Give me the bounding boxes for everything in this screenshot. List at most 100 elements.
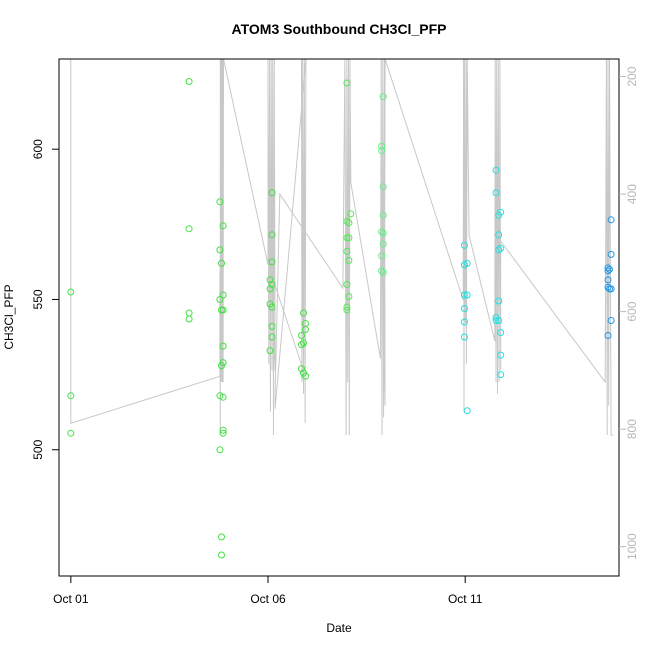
data-point [343, 217, 351, 225]
data-point [67, 429, 75, 437]
y2-tick-label: 800 [625, 419, 639, 439]
data-point [378, 252, 386, 260]
y2-tick-label: 600 [625, 301, 639, 321]
data-point [266, 285, 274, 293]
data-point [460, 318, 468, 326]
data-point [302, 326, 309, 333]
data-point [67, 288, 75, 296]
data-point [300, 339, 307, 347]
series-5 [604, 216, 615, 339]
axes: Oct 01 Oct 06 Oct 11 500 550 600 200 400 600 800 1… [31, 66, 639, 606]
data-point [219, 291, 227, 299]
data-point [378, 147, 386, 155]
data-point [604, 276, 612, 284]
data-point [378, 228, 386, 236]
data-point [343, 303, 351, 311]
data-point [218, 533, 225, 541]
data-point [345, 234, 353, 242]
series-4 [492, 166, 505, 379]
data-point [497, 329, 505, 336]
data-point [216, 296, 224, 303]
data-point [219, 393, 227, 401]
data-point [495, 231, 503, 239]
data-point [604, 267, 612, 275]
data-point [268, 258, 276, 266]
data-point [219, 429, 227, 437]
data-point [268, 303, 276, 311]
y2-tick-label: 200 [625, 66, 639, 86]
data-point [343, 280, 351, 288]
data-point [216, 446, 224, 454]
data-point [302, 372, 309, 380]
data-point [216, 198, 224, 206]
y2-tick-label: 400 [625, 184, 639, 204]
data-point [497, 351, 505, 359]
data-point [607, 250, 615, 258]
data-point [463, 259, 471, 267]
data-point [495, 246, 503, 254]
data-point [495, 317, 503, 324]
y-tick-label: 600 [31, 139, 45, 159]
data-point [378, 142, 386, 150]
data-point [378, 267, 386, 275]
data-point [379, 93, 387, 101]
data-point [460, 333, 468, 341]
data-point [463, 407, 471, 415]
data-point [604, 332, 612, 339]
data-point [497, 371, 505, 379]
data-point [219, 222, 227, 230]
x-tick-label: Oct 01 [53, 592, 89, 606]
altitude-overlay-line [70, 59, 614, 436]
data-point [343, 306, 351, 314]
data-point [497, 244, 505, 252]
data-point [268, 323, 276, 330]
data-point [266, 276, 274, 284]
data-point [218, 551, 225, 559]
data-point [268, 280, 276, 288]
data-point [607, 317, 615, 324]
x-axis-label: Date [326, 621, 352, 635]
data-point [492, 166, 500, 174]
data-point [185, 78, 193, 85]
data-point [219, 426, 227, 434]
data-point [460, 305, 468, 312]
data-point [343, 79, 351, 87]
x-tick-label: Oct 06 [250, 592, 286, 606]
data-point [216, 392, 224, 400]
data-point [379, 268, 387, 276]
data-point [298, 332, 305, 339]
data-point [379, 240, 387, 248]
data-point [298, 341, 305, 349]
y-axis-label: CH3Cl_PFP [2, 284, 16, 349]
series-3 [460, 241, 471, 415]
y-tick-label: 500 [31, 439, 45, 459]
data-point [266, 347, 274, 355]
series-1 [343, 79, 355, 314]
data-point [219, 342, 227, 350]
data-point [345, 256, 353, 264]
data-point [218, 259, 225, 267]
data-point [345, 219, 353, 227]
plot-area [67, 59, 615, 559]
data-point [185, 309, 193, 317]
data-point [185, 315, 193, 323]
data-point [343, 247, 351, 255]
y-tick-label: 550 [31, 289, 45, 309]
data-point [606, 265, 613, 273]
y2-tick-label: 1000 [625, 533, 639, 560]
data-point [268, 231, 276, 239]
data-point [345, 293, 353, 300]
data-point [607, 285, 615, 293]
data-point [298, 365, 305, 373]
data-point [604, 264, 612, 272]
data-point [379, 183, 387, 191]
data-point [379, 211, 387, 219]
chart-title: ATOM3 Southbound CH3Cl_PFP [232, 21, 447, 37]
series-0 [67, 78, 309, 559]
plot-clipped-group [67, 59, 615, 559]
data-point [185, 225, 193, 233]
data-point [67, 392, 75, 400]
data-point [219, 359, 227, 367]
